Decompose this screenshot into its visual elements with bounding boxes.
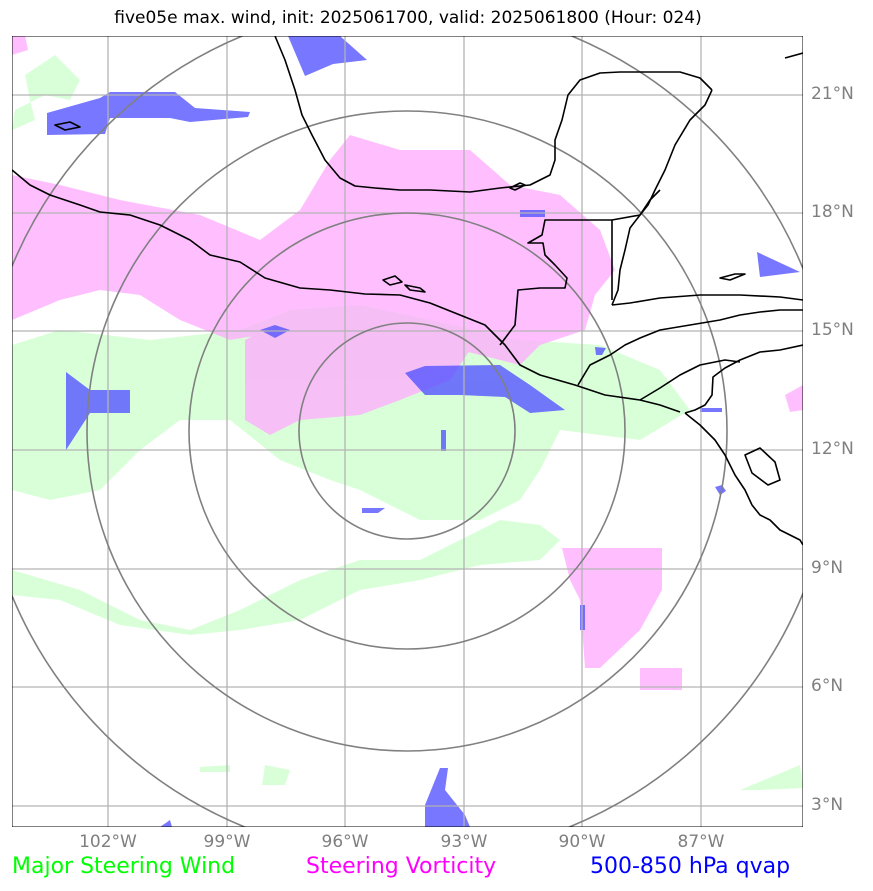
lon-label-102w: 102°W bbox=[79, 832, 137, 852]
wind-region-se bbox=[262, 765, 290, 785]
lon-label-93w: 93°W bbox=[440, 832, 488, 852]
lon-label-96w: 96°W bbox=[321, 832, 369, 852]
vorticity-region-south bbox=[562, 548, 662, 668]
qvap-region-s4 bbox=[595, 347, 606, 355]
qvap-region-south bbox=[425, 768, 470, 827]
lat-label-9n: 9°N bbox=[811, 558, 844, 578]
lat-label-6n: 6°N bbox=[811, 676, 844, 696]
qvap-region-s5 bbox=[700, 408, 722, 412]
border-belize bbox=[611, 189, 661, 221]
lat-label-21n: 21°N bbox=[811, 84, 854, 104]
map-title: five05e max. wind, init: 2025061700, val… bbox=[114, 8, 702, 28]
coast-yucatan bbox=[611, 89, 713, 306]
border-honduras bbox=[577, 309, 803, 386]
vorticity-region-edge-e bbox=[785, 385, 803, 412]
wind-region-e bbox=[740, 765, 803, 790]
qvap-region-s3 bbox=[715, 485, 726, 495]
lat-label-15n: 15°N bbox=[811, 320, 854, 340]
coast-central-america-east bbox=[611, 294, 803, 306]
lon-label-90w: 90°W bbox=[558, 832, 606, 852]
qvap-region-nw bbox=[47, 92, 250, 135]
qvap-region-w bbox=[66, 372, 130, 450]
qvap-region-core bbox=[405, 365, 565, 413]
wind-region-south-band bbox=[12, 520, 560, 635]
vorticity-region-edge-w bbox=[12, 36, 28, 55]
lon-label-99w: 99°W bbox=[203, 832, 251, 852]
island-ne bbox=[784, 52, 803, 59]
island-tres bbox=[382, 275, 403, 286]
border-nicaragua bbox=[639, 359, 741, 401]
lat-label-3n: 3°N bbox=[811, 795, 844, 815]
qvap-region-n bbox=[288, 36, 367, 76]
range-ring-2 bbox=[188, 212, 626, 650]
range-ring-1 bbox=[298, 322, 516, 540]
lat-label-12n: 12°N bbox=[811, 439, 854, 459]
wind-region-nw bbox=[12, 55, 80, 130]
vorticity-region-sb bbox=[640, 668, 682, 690]
island-nw bbox=[54, 121, 81, 131]
vorticity-region-center bbox=[245, 310, 470, 435]
coast-baja-west bbox=[274, 36, 713, 193]
lake-nicaragua bbox=[744, 447, 781, 486]
legend-major-steering-wind: Major Steering Wind bbox=[12, 854, 236, 879]
island-n-1 bbox=[509, 182, 526, 191]
coastlines bbox=[12, 36, 803, 546]
coast-mexico-pacific bbox=[12, 169, 681, 413]
qvap-region-s6 bbox=[160, 820, 172, 827]
coast-nicaragua bbox=[684, 412, 803, 546]
island-tres-2 bbox=[404, 284, 426, 293]
lat-label-18n: 18°N bbox=[811, 202, 854, 222]
border-guatemala-mexico bbox=[499, 219, 613, 346]
coast-honduras bbox=[684, 344, 803, 414]
lon-label-87w: 87°W bbox=[677, 832, 725, 852]
range-ring-3 bbox=[86, 110, 728, 752]
legend-steering-vorticity: Steering Vorticity bbox=[306, 854, 497, 879]
wind-region-s1 bbox=[200, 765, 230, 772]
qvap-region-small2 bbox=[441, 430, 446, 451]
island-n-2 bbox=[719, 273, 746, 281]
legend-qvap: 500-850 hPa qvap bbox=[590, 854, 791, 879]
qvap-region-ne bbox=[757, 252, 800, 277]
qvap-region-small3 bbox=[362, 508, 385, 513]
range-rings bbox=[12, 36, 803, 827]
